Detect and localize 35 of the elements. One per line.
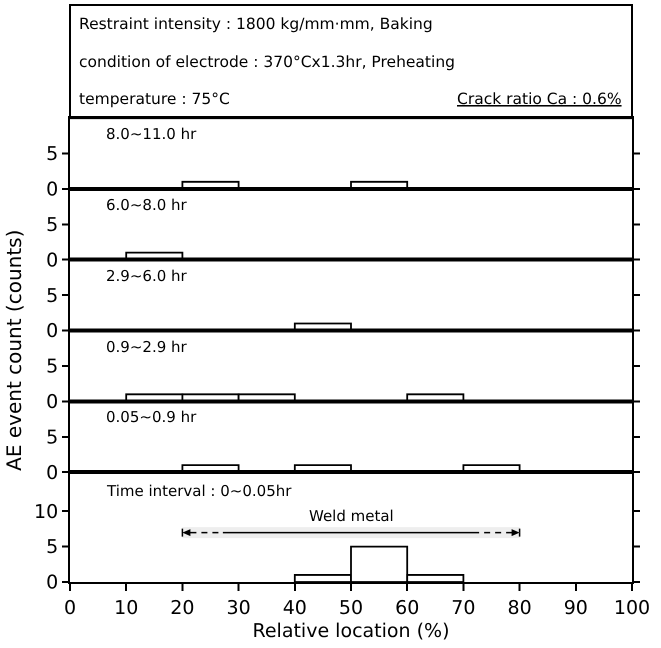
y-tick-label: 5	[46, 214, 58, 236]
y-axis-title: AE event count (counts)	[2, 230, 26, 471]
x-tick-label: 80	[508, 596, 532, 619]
x-axis-title: Relative location (%)	[252, 620, 450, 642]
x-tick-label: 100	[614, 596, 650, 619]
y-tick-label: 0	[46, 178, 58, 201]
x-tick-label: 40	[282, 596, 307, 619]
y-tick-label: 0	[46, 320, 58, 342]
band-label: Weld metal	[309, 507, 394, 525]
text: 0.9~2.9 hr	[106, 338, 188, 356]
y-tick-label: 0	[46, 572, 58, 594]
y-tick-label: 5	[46, 356, 58, 378]
y-tick-label: 5	[46, 284, 58, 307]
y-tick-label: 5	[46, 536, 58, 558]
y-tick-label: 0	[46, 249, 58, 272]
y-tick-label: 5	[46, 143, 58, 166]
x-tick-label: 70	[451, 596, 476, 619]
x-tick-label: 60	[395, 596, 420, 619]
text: 0.05~0.9 hr	[106, 408, 198, 426]
y-tick-label: 10	[34, 500, 58, 523]
y-tick-label: 5	[46, 426, 58, 448]
text: Time interval : 0~0.05hr	[106, 482, 292, 500]
y-tick-label: 0	[46, 462, 58, 484]
chart-title: Restraint intensity : 1800 kg/mm·mm, Baking condition of electrode : 370°Cx1.3hr, Preheating temperature : 75°C	[79, 15, 455, 108]
x-tick-label: 20	[170, 596, 194, 619]
text: 8.0~11.0 hr	[106, 125, 198, 143]
y-tick-label: 0	[46, 391, 58, 414]
text: 6.0~8.0 hr	[106, 196, 188, 214]
text: Crack ratio Ca : 0.6%	[457, 90, 622, 108]
x-tick-label: 0	[64, 596, 76, 619]
x-tick-label: 10	[114, 596, 138, 619]
x-tick-label: 90	[564, 596, 588, 619]
x-tick-label: 50	[338, 596, 364, 619]
x-tick-label: 30	[226, 596, 251, 619]
text: 2.9~6.0 hr	[106, 267, 188, 285]
